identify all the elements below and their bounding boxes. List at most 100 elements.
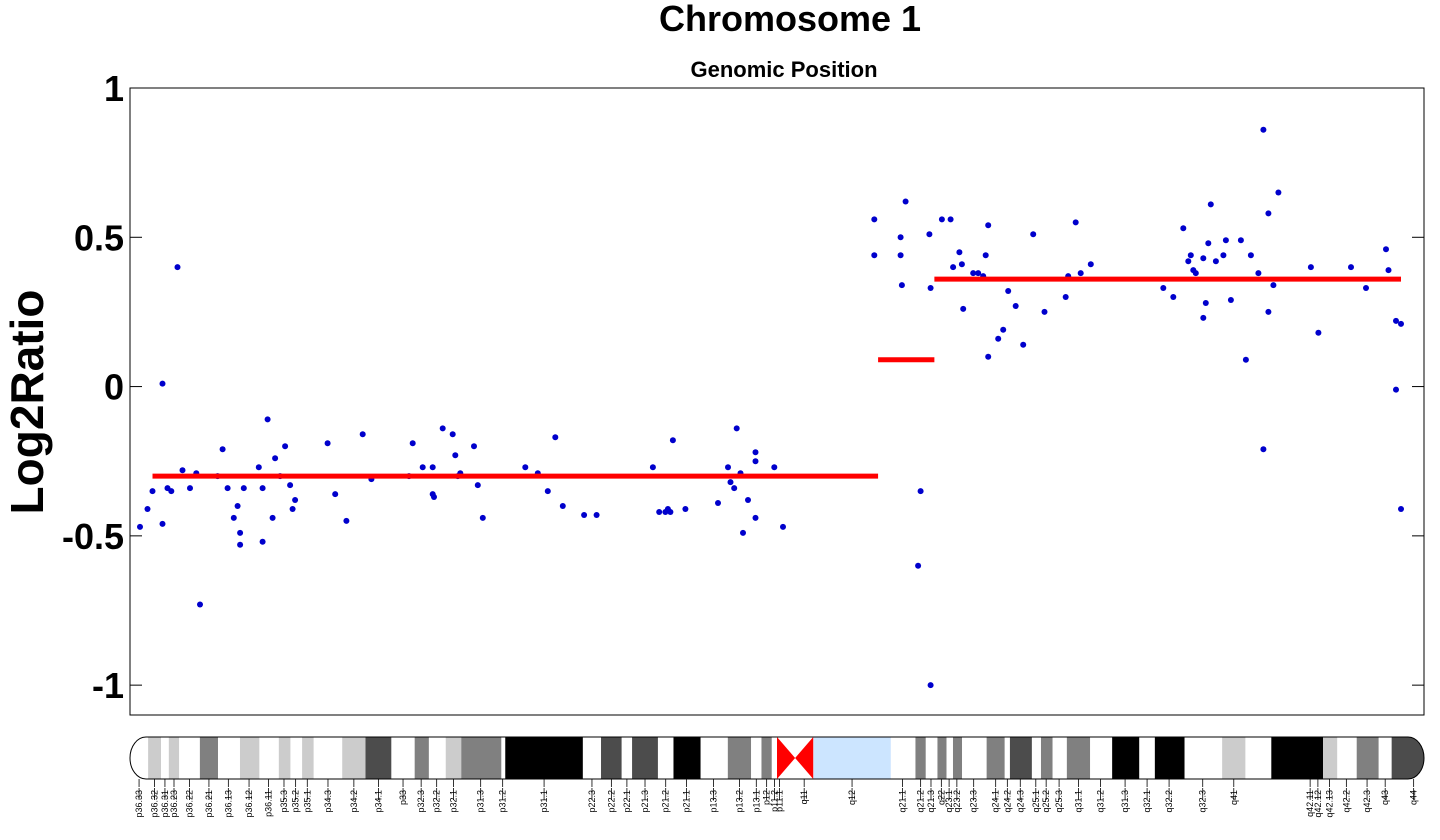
data-point [1385,267,1392,274]
band-label: q21.1 [898,790,908,813]
data-point [343,517,350,524]
ideogram-band [1356,737,1379,779]
ideogram-bands [130,737,1424,779]
data-point [752,514,759,521]
data-point [287,482,294,489]
band-label: p36.12 [244,790,254,818]
data-point [871,216,878,223]
data-point [1393,317,1399,324]
ideogram-band [761,737,772,779]
ideogram-band [130,737,149,779]
data-point [1020,341,1027,348]
band-label: q32.1 [1142,790,1152,813]
band-label: p22.2 [606,790,616,813]
data-point [938,216,945,223]
data-point [1242,356,1249,363]
band-label: q42.3 [1362,790,1372,813]
data-point [1160,285,1167,291]
data-point [985,222,992,229]
band-label: p36.13 [223,790,233,818]
ideogram-band [751,737,762,779]
data-point [1170,294,1177,300]
band-label: p36.23 [169,790,179,818]
data-point [740,529,746,536]
data-point [292,497,299,503]
ideogram-band [1222,737,1246,779]
data-point [1200,255,1207,262]
band-label: q42.2 [1341,790,1351,813]
band-label: q21.3 [926,790,936,813]
data-point [752,449,759,456]
data-point [234,503,241,509]
data-point [745,497,751,503]
band-label: q23.1 [944,790,954,813]
data-point [1255,270,1262,277]
chart-subtitle: Genomic Position [690,57,877,82]
data-point [149,488,156,495]
data-point [950,264,957,271]
band-label: q24.3 [1015,790,1025,813]
data-point [897,234,904,241]
data-point [995,335,1002,342]
band-label: p32.2 [432,790,442,813]
ideogram-band [391,737,415,779]
data-point [733,425,740,432]
data-point [1307,264,1314,271]
data-point [1275,189,1282,196]
ideogram-band [1052,737,1067,779]
ideogram-band [179,737,200,779]
data-point [269,514,276,521]
y-tick-label: -0.5 [62,516,124,557]
band-label: p22.1 [622,790,632,813]
ideogram-band [673,737,701,779]
band-label: q11 [799,790,809,804]
ideogram-band [445,737,462,779]
data-point [144,506,151,512]
band-label: p35.3 [279,790,289,813]
ideogram-band [505,737,583,779]
chromosome-ideogram [129,736,1425,780]
ideogram-band [1040,737,1053,779]
data-point [985,353,992,360]
data-point [1205,240,1212,247]
data-point [1393,386,1399,393]
ideogram-band [1271,737,1324,779]
data-point [552,434,559,441]
data-point [1383,246,1389,253]
band-label: q24.2 [1002,790,1012,813]
data-point [159,380,166,387]
ideogram-band [259,737,279,779]
data-point [1265,210,1272,217]
data-point [1227,297,1234,303]
data-point [1212,258,1219,265]
ideogram-outline [129,736,1425,780]
band-label: q42.13 [1325,790,1335,818]
band-label: p21.2 [661,790,671,813]
data-point [264,416,271,423]
data-point [452,452,459,459]
data-point [1265,308,1272,315]
data-point [915,562,922,569]
centromere-q-arm [795,737,814,779]
data-point [1270,282,1277,289]
data-point [1207,201,1214,208]
band-label: p21.1 [681,790,691,813]
data-point [656,509,663,515]
data-point [544,488,551,495]
ideogram-band [915,737,926,779]
band-label: q41 [1229,790,1239,805]
ideogram-band [1066,737,1091,779]
ideogram-band [342,737,366,779]
data-point [780,523,786,530]
ideogram-band [1004,737,1010,779]
data-point [581,512,588,518]
data-point [960,305,967,312]
centromere-p-arm [777,737,796,779]
y-axis-ticks: -1 -0.5 0 0.5 1 [62,68,1424,706]
band-label: p33 [398,790,408,805]
data-point [1041,308,1048,315]
band-label: p36.11 [263,790,273,817]
data-point [1062,294,1069,300]
data-point [230,514,237,521]
